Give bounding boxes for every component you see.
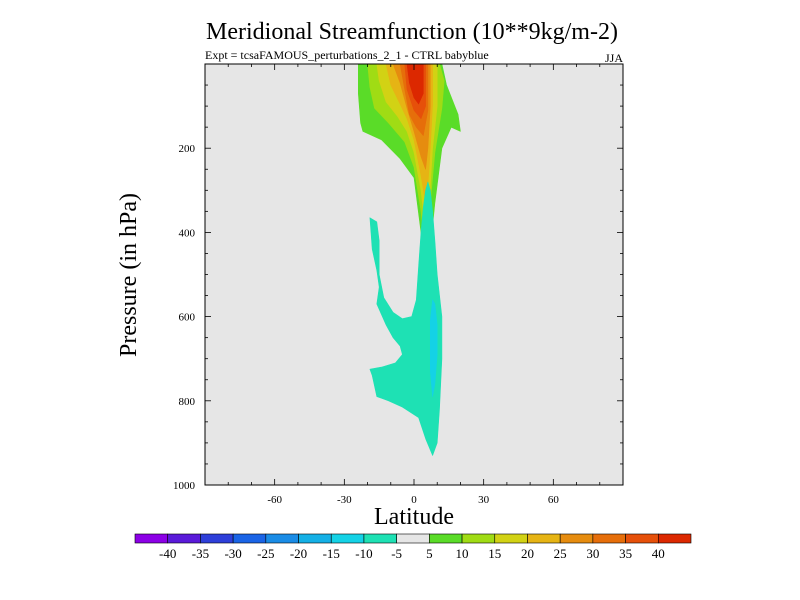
colorbar-tick-label: -10 — [355, 546, 372, 561]
colorbar-tick-label: 20 — [521, 546, 534, 561]
colorbar-swatch — [657, 533, 692, 544]
colorbar-swatch — [232, 533, 267, 544]
x-tick-label: -60 — [267, 494, 282, 506]
x-tick-label: 60 — [548, 494, 560, 506]
colorbar-swatch — [330, 533, 365, 544]
colorbar-tick-label: 25 — [554, 546, 567, 561]
colorbar-tick-label: 40 — [652, 546, 665, 561]
y-tick-label: 1000 — [173, 480, 196, 492]
colorbar-tick-label: 5 — [426, 546, 433, 561]
colorbar-swatch — [461, 533, 496, 544]
colorbar-swatch — [200, 533, 234, 544]
plot-axes: -60 -30 0 30 60 200 400 600 800 1000 — [173, 63, 624, 506]
season-label: JJA — [605, 51, 623, 65]
y-tick-label: 400 — [179, 227, 196, 239]
colorbar-tick-label: -40 — [159, 546, 176, 561]
colorbar-swatch — [363, 533, 397, 544]
y-axis-label: Pressure (in hPa) — [116, 193, 142, 357]
chart-title: Meridional Streamfunction (10**9kg/m-2) — [206, 19, 618, 45]
chart-subtitle: Expt = tcsaFAMOUS_perturbations_2_1 - CT… — [205, 48, 489, 62]
colorbar-tick-label: -25 — [257, 546, 274, 561]
x-axis-label: Latitude — [374, 504, 454, 530]
y-tick-label: 600 — [179, 312, 196, 324]
contour-fill-minus10 — [429, 299, 438, 397]
x-tick-label: 0 — [411, 494, 417, 506]
colorbar-tick-label: -5 — [391, 546, 402, 561]
colorbar-swatch — [592, 533, 626, 544]
x-tick-label: 30 — [478, 494, 490, 506]
y-tick-label: 200 — [179, 143, 196, 155]
colorbar-swatch — [625, 533, 659, 544]
colorbar-swatch — [134, 533, 169, 544]
colorbar-tick-label: 35 — [619, 546, 632, 561]
colorbar-swatch — [167, 533, 201, 544]
colorbar-swatch — [298, 533, 332, 544]
colorbar-swatch — [559, 533, 594, 544]
contour-fill-minus5 — [369, 181, 443, 456]
contour-regions — [357, 63, 461, 456]
colorbar-tick-label: 10 — [456, 546, 469, 561]
colorbar-swatch — [265, 533, 299, 544]
colorbar-tick-label: 15 — [488, 546, 501, 561]
colorbar-tick-label: -35 — [192, 546, 209, 561]
colorbar-swatch — [396, 533, 430, 544]
colorbar-tick-label: -30 — [224, 546, 241, 561]
colorbar-swatch — [494, 533, 528, 544]
colorbar-tick-label: 30 — [586, 546, 599, 561]
colorbar-swatch — [429, 533, 463, 544]
y-tick-label: 800 — [179, 396, 196, 408]
x-tick-label: -30 — [337, 494, 352, 506]
colorbar-tick-label: -15 — [323, 546, 340, 561]
colorbar: -40 -35 -30 -25 -20 -15 -10 -5 5 10 15 20 25 30 35 40 — [134, 533, 692, 561]
colorbar-tick-label: -20 — [290, 546, 307, 561]
colorbar-swatch — [527, 533, 561, 544]
